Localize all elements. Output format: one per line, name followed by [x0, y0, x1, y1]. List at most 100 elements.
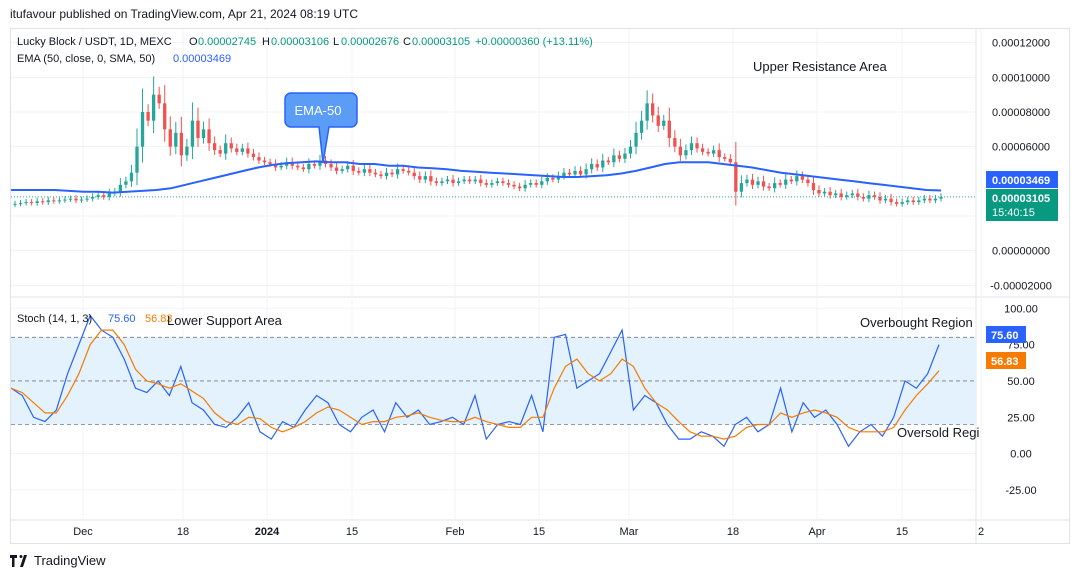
candle [784, 173, 788, 189]
legend-l: 0.00002676 [341, 36, 399, 48]
candle [434, 177, 439, 186]
legend-c: 0.00003105 [412, 36, 470, 48]
x-tick: 18 [177, 526, 189, 538]
x-tick: 15 [346, 526, 358, 538]
stoch-d-tag-text: 56.83 [991, 356, 1019, 368]
overbought-label: Overbought Region [860, 315, 973, 330]
candle [179, 116, 184, 167]
candle [390, 169, 394, 178]
candle [894, 198, 899, 207]
candle [939, 193, 943, 202]
ema-line [11, 160, 942, 194]
candle [190, 102, 195, 160]
legend-h: 0.00003106 [271, 36, 329, 48]
candle [196, 107, 200, 148]
candle [628, 139, 633, 159]
candle [79, 196, 84, 203]
candle [129, 164, 134, 187]
candle [301, 163, 305, 172]
ema-price-tag: 0.00003469 [986, 171, 1058, 188]
candle [878, 192, 882, 204]
x-tick: Mar [620, 526, 639, 538]
candle [606, 156, 610, 166]
legend-change: +0.00000360 (+13.11%) [475, 36, 593, 48]
candle [595, 159, 599, 171]
candle [246, 142, 250, 158]
candle [734, 141, 738, 206]
candle [689, 136, 694, 155]
footer-brand[interactable]: TradingView [10, 553, 106, 568]
price-y-tick: -0.00002000 [990, 280, 1052, 292]
candle [778, 179, 782, 188]
legend-c-label: C [403, 36, 411, 48]
candle [107, 188, 111, 201]
candle [512, 181, 516, 190]
ema-callout: EMA-50 [284, 92, 358, 164]
candle [90, 193, 95, 202]
candle [479, 174, 483, 187]
candle [706, 148, 710, 157]
candle [163, 85, 167, 142]
candle [140, 88, 145, 163]
candle [883, 195, 888, 204]
candle [717, 143, 721, 162]
candle [529, 179, 533, 188]
footer-brand-label: TradingView [34, 553, 106, 568]
chart-canvas[interactable]: 0.00012000 0.00010000 0.00008000 0.00006000… [10, 29, 1069, 543]
stoch-k-line [10, 314, 940, 448]
price-y-tick: 0.00000000 [992, 246, 1050, 258]
last-price-tag: 0.00003105 15:40:15 [986, 189, 1058, 221]
candle [651, 93, 655, 123]
candle [224, 134, 228, 160]
candle [307, 158, 311, 174]
candle [639, 110, 644, 140]
candle [700, 143, 705, 156]
candle [933, 195, 938, 204]
candle [745, 174, 749, 187]
candle [645, 90, 649, 130]
candle [63, 196, 67, 203]
candle [523, 180, 527, 192]
candle [440, 177, 444, 186]
candle [168, 116, 172, 156]
candle [257, 152, 261, 164]
candle [124, 176, 128, 189]
candle [368, 164, 372, 177]
candle [612, 148, 616, 168]
candle [839, 188, 843, 201]
candle [418, 171, 422, 184]
price-y-tick: 0.00006000 [992, 142, 1050, 154]
candle [135, 128, 139, 186]
stoch-y-tick: 25.00 [1007, 412, 1035, 424]
candle [373, 169, 378, 178]
candle [623, 147, 627, 163]
candle [357, 167, 361, 176]
legend-stoch-d: 56.83 [145, 313, 173, 325]
candle [684, 144, 688, 160]
candle [795, 170, 799, 186]
x-tick: 18 [727, 526, 739, 538]
candle [756, 176, 760, 189]
stoch-d-tag: 56.83 [986, 352, 1026, 369]
candle [118, 178, 123, 197]
candle [13, 200, 17, 208]
candle [362, 164, 366, 177]
candle [850, 189, 854, 198]
candle [484, 179, 488, 188]
candle [445, 175, 450, 185]
candle [468, 175, 472, 185]
candle [235, 143, 239, 156]
candle [856, 188, 860, 201]
candle [861, 193, 866, 202]
candle [656, 106, 660, 133]
stoch-d-line [10, 329, 940, 440]
candle [673, 130, 677, 153]
candle [46, 196, 50, 205]
candle [218, 145, 222, 158]
candle [800, 171, 805, 184]
candle [407, 167, 411, 176]
candle [24, 199, 28, 206]
candle [789, 175, 793, 185]
candle [833, 189, 838, 198]
candle [772, 177, 777, 193]
